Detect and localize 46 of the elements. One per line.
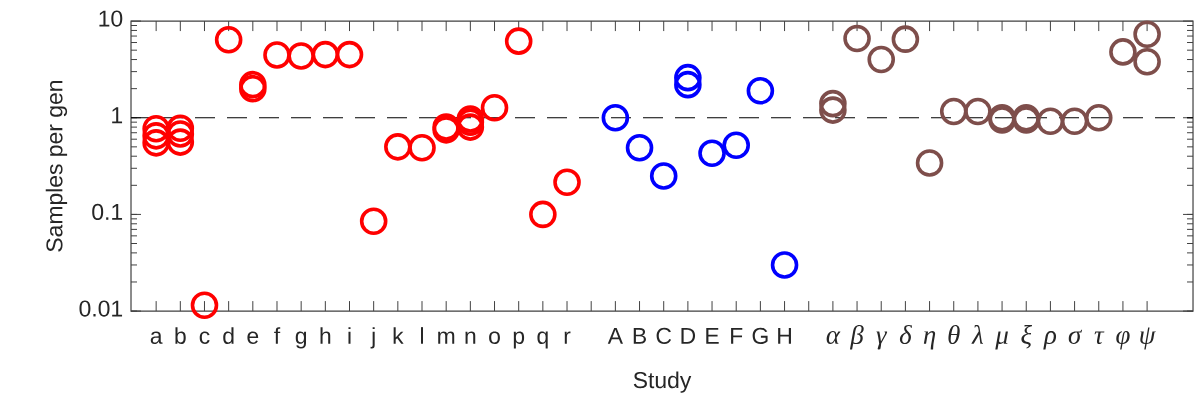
x-tick-label: C [656, 327, 672, 344]
x-tick-label: h [320, 327, 331, 344]
y-axis-title: Samples per gen [45, 80, 68, 252]
x-tick-label: G [752, 327, 768, 344]
x-tick-label: f [274, 327, 281, 344]
x-tick-label: c [199, 331, 210, 344]
x-tick-label: e [247, 331, 259, 344]
x-tick-label: F [731, 327, 743, 344]
x-tick-label: E [706, 327, 719, 344]
x-axis-title: Study [633, 371, 692, 393]
x-tick-label: n [465, 331, 476, 344]
x-tick-label: θ [948, 324, 960, 344]
x-tick-label: H [778, 327, 791, 344]
x-tick-label: i [348, 327, 351, 344]
x-tick-label: γ [876, 331, 888, 350]
x-tick-label: g [295, 331, 307, 349]
y-tick-label: 10 [99, 10, 123, 27]
x-tick-label: ξ [1021, 324, 1032, 349]
y-tick-label: 1 [112, 107, 123, 124]
x-tick-label: ψ [1140, 327, 1156, 350]
x-tick-label: o [489, 331, 500, 344]
x-tick-label: η [923, 331, 936, 350]
x-tick-label: j [370, 327, 375, 349]
x-tick-label: a [150, 331, 163, 344]
x-tick-label: l [421, 327, 424, 344]
x-tick-label: μ [995, 331, 1008, 350]
y-tick-label: 0.1 [92, 203, 123, 220]
x-tick-label: A [607, 327, 623, 344]
x-tick-label: σ [1068, 329, 1083, 344]
x-tick-label: ρ [1043, 331, 1057, 350]
x-tick-label: δ [899, 324, 913, 344]
x-tick-label: q [537, 331, 548, 349]
x-tick-label: D [681, 327, 696, 344]
x-tick-label: r [564, 331, 571, 344]
x-tick-label: m [438, 331, 455, 344]
x-tick-label: β [849, 324, 864, 350]
x-tick-label: λ [971, 324, 984, 344]
y-tick-label: 0.01 [79, 300, 123, 317]
x-tick-label: b [175, 327, 186, 344]
x-tick-label: p [513, 331, 525, 349]
x-tick-label: B [633, 327, 646, 344]
x-tick-label: α [826, 331, 841, 344]
x-tick-label: τ [1094, 331, 1105, 344]
x-tick-label: φ [1116, 331, 1130, 350]
x-tick-label: k [393, 327, 404, 344]
x-tick-label: d [223, 327, 234, 344]
